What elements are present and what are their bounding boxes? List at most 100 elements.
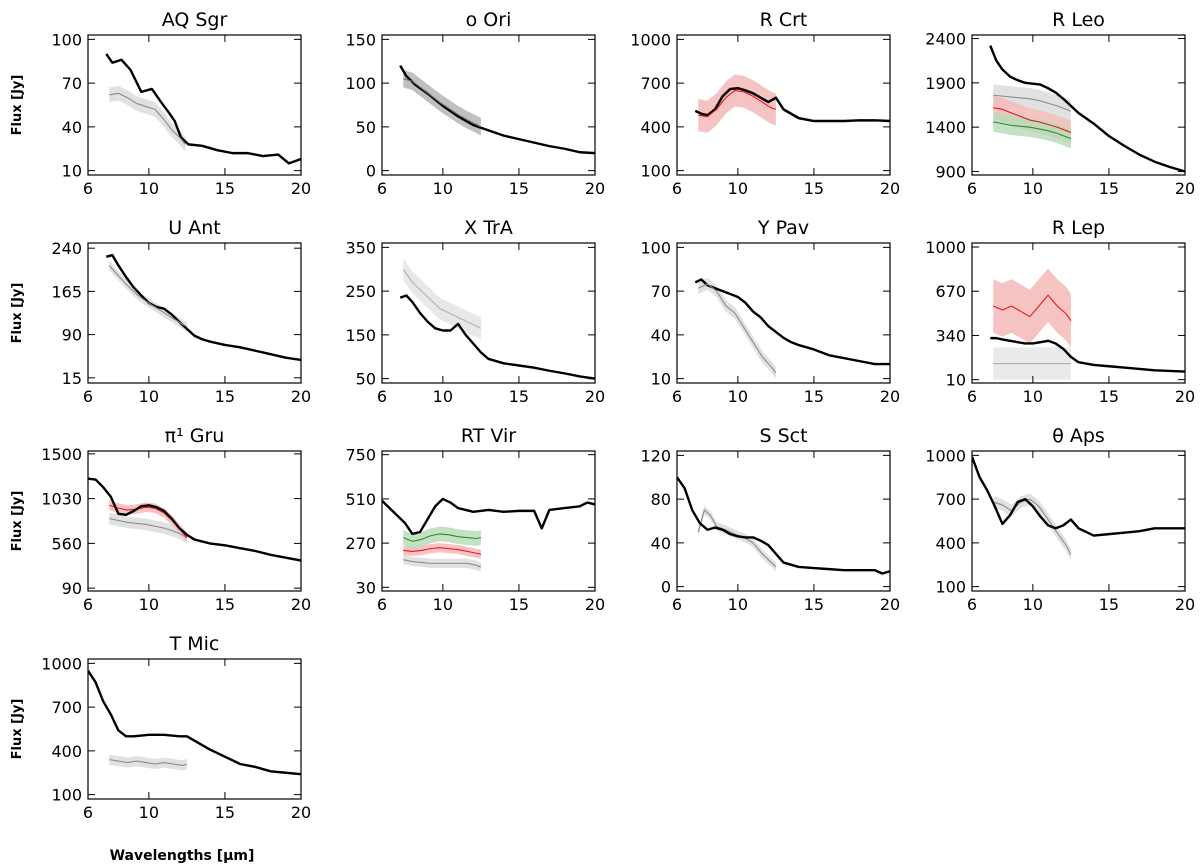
plot-area-gru [88,477,301,562]
model-line-x-tra-1 [399,294,595,380]
y-tick-label-x-tra: 150 [345,326,376,345]
x-tick-label-o-ori: 6 [377,179,387,198]
model-line-r-leo-0 [989,45,1185,173]
x-tick-label-r-lep: 6 [967,387,977,406]
y-tick-label-gru: 90 [62,579,82,598]
x-tick-label-s-sct: 6 [672,595,682,614]
plot-area-aps [972,456,1185,561]
y-tick-label-rt-vir: 270 [345,534,376,553]
x-tick-label-r-leo: 10 [1023,179,1043,198]
y-tick-label-gru: 1500 [41,445,82,464]
y-tick-label-gru: 1030 [41,490,82,509]
panel-title-r-crt: R Crt [760,9,808,31]
y-tick-label-aq-sgr: 40 [62,118,82,137]
observed-line-r-crt-1 [698,89,777,118]
model-line-t-mic-1 [88,670,301,776]
observed-line-r-lep-1 [993,294,1072,322]
error-band-rt-vir-1 [403,543,481,559]
y-tick-label-r-leo: 1900 [925,74,966,93]
panel-title-aq-sgr: AQ Sgr [162,9,228,31]
y-tick-label-s-sct: 0 [661,578,671,597]
y-tick-label-rt-vir: 30 [356,578,376,597]
y-tick-label-o-ori: 150 [345,30,376,49]
model-line-r-lep-2 [990,336,1185,373]
axes-frame-aps [971,450,1186,592]
x-tick-label-x-tra: 10 [433,387,453,406]
y-tick-label-o-ori: 50 [356,118,376,137]
x-axis-label: Wavelengths [μm] [110,848,255,864]
error-band-r-crt-1 [698,74,776,133]
x-tick-label-t-mic: 10 [139,803,159,822]
y-axis-label: Flux [Jy] [10,75,25,136]
plot-area-y-pav [694,278,890,379]
x-tick-label-u-ant: 6 [83,387,93,406]
axes-frame-r-crt [676,34,891,176]
x-tick-label-aq-sgr: 15 [215,179,235,198]
model-line-aps-1 [972,456,1185,537]
x-tick-label-o-ori: 10 [433,179,453,198]
plot-area-t-mic [88,670,301,776]
error-band-r-leo-3 [993,112,1071,149]
x-tick-label-x-tra: 6 [377,387,387,406]
panel-rt-vir: 6 10 15 20 30 270 510 750 RT Vir [345,425,605,614]
y-tick-label-aps: 100 [935,578,966,597]
x-tick-label-gru: 20 [291,595,311,614]
observed-line-s-sct-0 [697,509,777,568]
x-tick-label-r-crt: 10 [728,179,748,198]
y-tick-label-aq-sgr: 100 [51,30,82,49]
observed-line-u-ant-1 [108,265,188,328]
observed-line-o-ori-1 [403,78,482,128]
panel-s-sct: 6 10 15 20 0 40 80 120 S Sct [640,425,900,614]
panel-title-r-lep: R Lep [1052,217,1105,239]
x-tick-label-s-sct: 15 [804,595,824,614]
x-tick-label-r-lep: 10 [1023,387,1043,406]
x-tick-label-r-leo: 15 [1099,179,1119,198]
panel-x-tra: 6 10 15 20 50 150 250 350 X TrA [345,217,605,406]
axes-frame-o-ori [381,34,596,176]
plot-area-r-crt [694,74,890,133]
observed-line-y-pav-1 [698,283,777,374]
y-tick-label-x-tra: 50 [356,370,376,389]
observed-line-rt-vir-0 [403,559,482,568]
y-axis-label: Flux [Jy] [10,283,25,344]
x-tick-label-rt-vir: 15 [509,595,529,614]
error-band-gru-1 [109,500,187,543]
observed-line-r-leo-2 [993,107,1072,133]
observed-line-r-leo-3 [993,121,1072,140]
panel-r-leo: 6 10 15 20 900 1400 1900 2400 R Leo [925,9,1195,198]
axes-frame-aq-sgr [87,34,302,176]
axes-frame-x-tra [381,242,596,384]
y-tick-label-t-mic: 700 [51,698,82,717]
panel-gru: 6 10 15 20 90 560 1030 1500 π¹ Gru Flux [Jy] [10,425,311,614]
y-tick-label-t-mic: 1000 [41,654,82,673]
observed-line-x-tra-0 [402,268,482,329]
x-tick-label-gru: 10 [139,595,159,614]
x-tick-label-rt-vir: 6 [377,595,387,614]
axes-frame-y-pav [676,242,891,384]
x-tick-label-s-sct: 10 [728,595,748,614]
observed-line-gru-0 [109,518,188,539]
error-band-rt-vir-2 [403,526,481,549]
panel-o-ori: 6 10 15 20 0 50 100 150 o Ori [345,9,605,198]
x-tick-label-aq-sgr: 20 [291,179,311,198]
observed-line-aq-sgr-1 [109,92,186,145]
x-tick-label-u-ant: 10 [139,387,159,406]
panel-title-s-sct: S Sct [759,425,807,447]
y-tick-label-s-sct: 80 [651,490,671,509]
axes-frame-r-lep [971,242,1186,384]
error-band-y-pav-1 [698,278,776,379]
y-tick-label-aps: 1000 [925,446,966,465]
plot-area-r-lep [990,268,1185,380]
y-tick-label-u-ant: 165 [51,282,82,301]
axes-frame-rt-vir [381,450,596,592]
y-tick-label-y-pav: 100 [640,238,671,257]
x-tick-label-t-mic: 15 [215,803,235,822]
error-band-s-sct-0 [698,505,776,572]
axes-frame-t-mic [87,658,302,800]
y-tick-label-r-lep: 1000 [925,238,966,257]
model-line-y-pav-0 [694,278,890,366]
panel-aps: 6 10 15 20 100 400 700 1000 θ Aps [925,425,1195,614]
y-tick-label-y-pav: 70 [651,282,671,301]
observed-line-t-mic-0 [109,759,188,767]
plot-area-u-ant [105,253,301,362]
